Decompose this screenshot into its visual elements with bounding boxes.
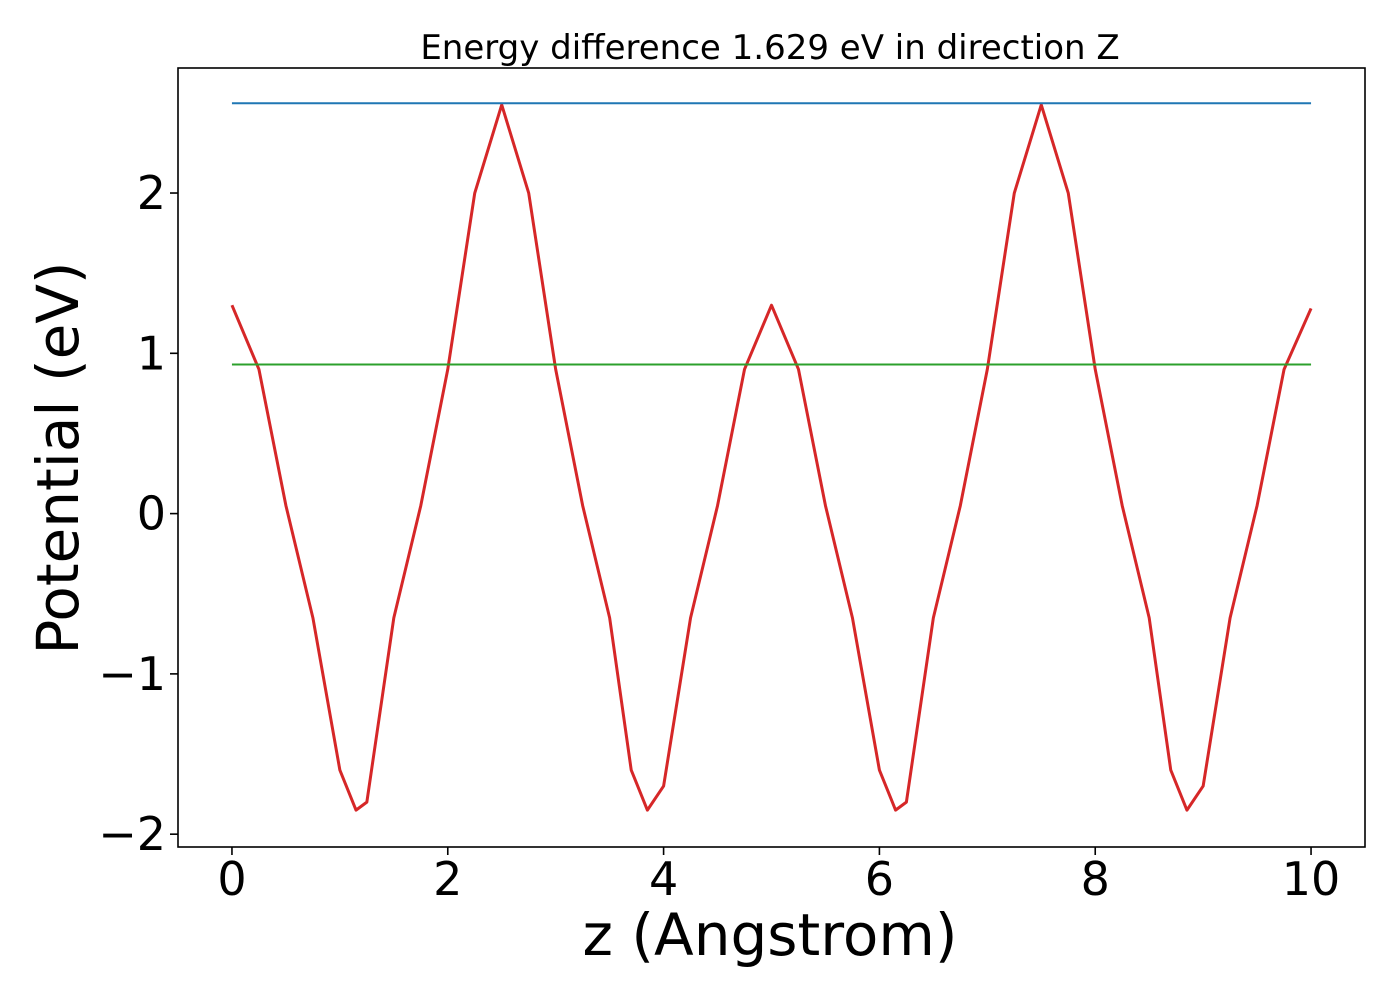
- y-tick-label: −2: [98, 807, 166, 861]
- y-tick-label: −1: [98, 647, 166, 701]
- x-tick-label: 10: [1282, 852, 1341, 906]
- y-tick-label: 0: [137, 487, 166, 541]
- chart-title: Energy difference 1.629 eV in direction …: [420, 28, 1119, 68]
- axes-frame: [177, 67, 1366, 848]
- x-tick-label: 2: [433, 852, 462, 906]
- x-axis-label: z (Angstrom): [583, 901, 958, 969]
- axis-ticks: 0 2 4 6 8 10 −2 −1 0 1 2: [98, 166, 1340, 906]
- x-tick-label: 4: [649, 852, 678, 906]
- y-tick-label: 1: [137, 326, 166, 380]
- y-tick-label: 2: [137, 166, 166, 220]
- y-axis-label: Potential (eV): [24, 261, 92, 654]
- x-tick-label: 6: [865, 852, 894, 906]
- x-tick-label: 0: [217, 852, 246, 906]
- x-tick-label: 8: [1081, 852, 1110, 906]
- series-line-1: [230, 103, 1313, 812]
- plot-area: [230, 102, 1313, 812]
